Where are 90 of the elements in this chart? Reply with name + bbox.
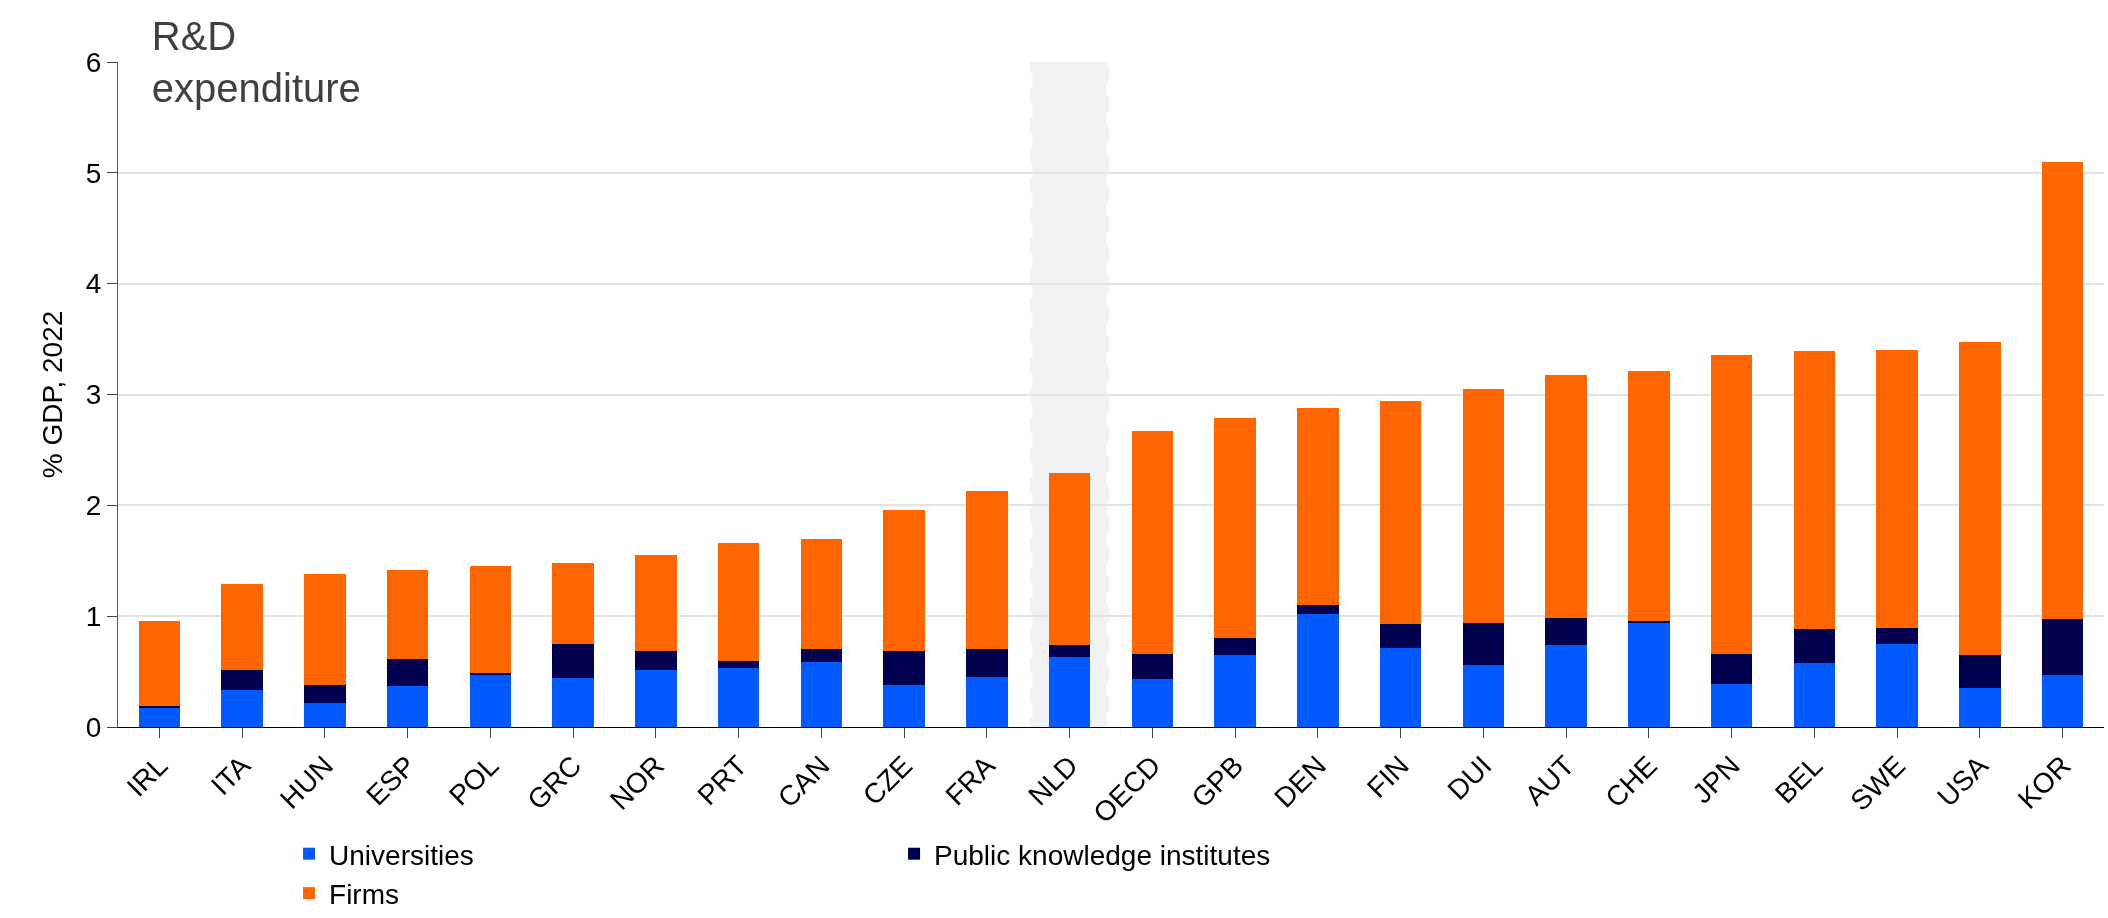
bar [221, 584, 263, 671]
bar [966, 677, 1008, 727]
bar [552, 562, 594, 644]
bar [552, 643, 594, 679]
bar [883, 650, 925, 685]
bar [1959, 688, 2001, 727]
chart-title: R&D expenditure [151, 14, 361, 111]
bar [1379, 401, 1422, 624]
legend-label: Public knowledge institutes [934, 839, 1271, 871]
bar [1214, 654, 1256, 727]
bar [1048, 657, 1091, 727]
bar [1876, 628, 1918, 644]
bar [304, 702, 346, 727]
bar [1793, 351, 1836, 630]
bar [1462, 622, 1505, 665]
bar [2041, 161, 2084, 620]
bar [635, 670, 677, 727]
bar [552, 678, 594, 727]
bar [221, 670, 263, 691]
bar [304, 574, 346, 685]
bar [1545, 618, 1587, 645]
bar [1710, 653, 1753, 684]
bar [1545, 374, 1587, 619]
bar [635, 650, 677, 671]
bar [717, 668, 760, 727]
bar [138, 708, 181, 727]
bar [1876, 350, 1918, 629]
bar [386, 685, 429, 727]
bar [1959, 654, 2001, 689]
bar [883, 509, 925, 651]
y-tick-label: 0 [85, 711, 102, 743]
bar [966, 490, 1008, 650]
bar [883, 684, 925, 727]
bar [717, 543, 760, 661]
bar [1379, 648, 1422, 727]
bar [1628, 622, 1670, 727]
bar [2041, 619, 2084, 675]
bar [386, 569, 429, 660]
bar [966, 649, 1008, 678]
y-tick-label: 3 [85, 379, 102, 411]
bar [469, 674, 512, 727]
bar [1131, 653, 1174, 680]
bar [1793, 629, 1836, 663]
x-tick-label: ITA [205, 749, 257, 802]
x-tick-label: DUI [1441, 749, 1498, 806]
bar [1048, 644, 1091, 658]
y-tick-label: 5 [85, 157, 102, 189]
y-axis-title: % GDP, 2022 [36, 310, 68, 479]
y-tick-label: 6 [85, 46, 102, 78]
legend-label: Universities [329, 839, 474, 871]
bar [1545, 644, 1587, 727]
bar [800, 538, 843, 650]
x-tick-label: GPB [1185, 749, 1250, 814]
y-tick-label: 2 [85, 490, 102, 522]
bar [1710, 354, 1753, 654]
bar [1297, 613, 1339, 727]
x-tick-label: IRL [120, 749, 174, 803]
bar [304, 684, 346, 703]
bar [1379, 623, 1422, 649]
bar [1462, 388, 1505, 623]
bar [2041, 674, 2084, 727]
bar [800, 649, 843, 662]
bar [800, 661, 843, 727]
bar [1710, 683, 1753, 727]
legend-label: Firms [329, 879, 400, 911]
bar [1793, 662, 1836, 727]
x-tick-label: FIN [1360, 749, 1415, 804]
bar [1628, 620, 1670, 623]
bar [469, 566, 512, 673]
x-tick-label: FRA [939, 749, 1002, 812]
y-tick-label: 4 [85, 268, 102, 300]
bar [386, 659, 429, 686]
x-tick-label: USA [1931, 749, 1995, 813]
x-tick-label: POL [442, 749, 505, 812]
bar [1048, 473, 1091, 645]
x-tick-label: BEL [1769, 749, 1829, 810]
bar [1297, 605, 1339, 614]
bar [138, 620, 181, 706]
bar [1131, 679, 1174, 727]
bar [1214, 417, 1256, 639]
bar [1462, 664, 1505, 727]
bar [1876, 643, 1918, 727]
bar [1131, 431, 1174, 654]
y-tick-label: 1 [85, 600, 102, 632]
bar [221, 690, 263, 727]
bar [1628, 371, 1670, 621]
bar [1959, 342, 2001, 655]
bar [635, 555, 677, 651]
bar [1297, 407, 1339, 606]
bar [1214, 638, 1256, 655]
